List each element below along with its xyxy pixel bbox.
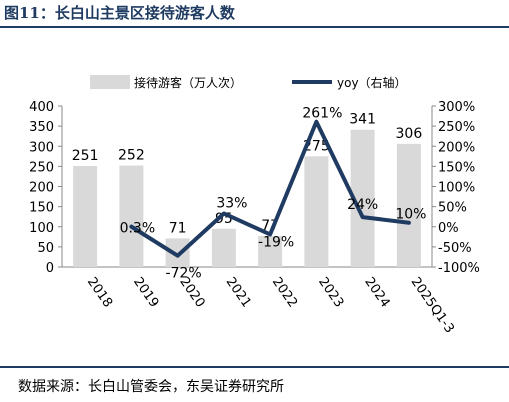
yoy-value-labels: 0.3% -72% 33% -19% 261% 24% 10% xyxy=(120,106,427,282)
bar-value-label: 252 xyxy=(118,148,145,164)
y-left-tick-label: 350 xyxy=(29,120,54,135)
x-tick-label: 2025Q1-3 xyxy=(408,275,457,336)
title-divider xyxy=(0,26,509,28)
yoy-value-label: -19% xyxy=(258,234,294,250)
bar-value-label: 71 xyxy=(169,220,187,236)
source-note: 数据来源：长白山管委会，东吴证券研究所 xyxy=(18,379,284,395)
bar-2022 xyxy=(258,236,283,267)
yoy-value-label: 10% xyxy=(395,207,426,223)
yoy-value-label: 261% xyxy=(302,106,342,122)
figure-title: 图11：长白山主景区接待游客人数 xyxy=(4,4,235,22)
bar-value-label: 341 xyxy=(349,112,376,128)
y-left-tick-label: 150 xyxy=(29,201,54,216)
yoy-point xyxy=(129,225,133,229)
y-right-tick-label: 200% xyxy=(438,140,475,155)
y-left-tick-label: 400 xyxy=(29,100,54,115)
yoy-point xyxy=(361,215,365,219)
legend-bar-swatch xyxy=(90,75,130,89)
yoy-point xyxy=(222,211,226,215)
y-right-tick-label: 250% xyxy=(438,120,475,135)
y-axis-right: -100% -50% 0% 50% 100% 150% 200% 250% 300% xyxy=(431,100,480,276)
x-tick-label: 2022 xyxy=(269,275,300,311)
y-right-tick-label: 100% xyxy=(438,181,475,196)
yoy-line-series xyxy=(129,119,411,258)
legend-line-label: yoy（右轴） xyxy=(337,75,407,90)
y-left-tick-label: 200 xyxy=(29,181,54,196)
yoy-point xyxy=(268,232,272,236)
source-divider xyxy=(0,366,509,368)
x-axis: 2018 2019 2020 2021 2022 2023 2024 2025Q1-3 xyxy=(62,266,457,336)
bar-series xyxy=(73,129,421,267)
y-left-tick-label: 300 xyxy=(29,140,54,155)
x-tick-label: 2024 xyxy=(361,275,392,311)
yoy-value-label: 0.3% xyxy=(120,221,156,237)
bar-2018 xyxy=(73,165,98,267)
y-right-tick-label: 50% xyxy=(438,201,467,216)
yoy-point xyxy=(176,254,180,258)
chart: 接待游客（万人次） yoy（右轴） 0 50 100 150 200 250 300 350 4… xyxy=(29,75,480,336)
y-right-tick-label: 300% xyxy=(438,100,475,115)
y-left-tick-label: 50 xyxy=(37,241,54,256)
legend-bar-label: 接待游客（万人次） xyxy=(134,75,242,90)
y-right-tick-label: -50% xyxy=(438,241,472,256)
bar-value-label: 306 xyxy=(396,126,423,142)
y-left-tick-label: 250 xyxy=(29,160,54,175)
yoy-value-label: 33% xyxy=(216,195,247,211)
y-right-tick-label: 0% xyxy=(438,221,459,236)
bar-2025Q1-3 xyxy=(396,143,421,267)
bar-2023 xyxy=(304,156,329,267)
yoy-value-label: 24% xyxy=(347,197,378,213)
chart-legend: 接待游客（万人次） yoy（右轴） xyxy=(90,75,407,90)
bar-2021 xyxy=(211,228,236,267)
x-tick-label: 2021 xyxy=(223,275,254,311)
y-right-tick-label: 150% xyxy=(438,160,475,175)
y-axis-left: 0 50 100 150 200 250 300 350 400 xyxy=(29,100,63,276)
y-right-tick-label: -100% xyxy=(438,261,480,276)
x-tick-label: 2018 xyxy=(84,275,115,311)
yoy-value-label: -72% xyxy=(166,266,202,282)
y-left-tick-label: 0 xyxy=(46,261,54,276)
yoy-point xyxy=(314,120,318,124)
y-left-tick-label: 100 xyxy=(29,221,54,236)
yoy-point xyxy=(407,221,411,225)
bar-value-label: 251 xyxy=(72,148,99,164)
bar-2019 xyxy=(119,165,144,267)
x-tick-label: 2023 xyxy=(315,275,346,311)
x-tick-label: 2019 xyxy=(130,275,161,311)
